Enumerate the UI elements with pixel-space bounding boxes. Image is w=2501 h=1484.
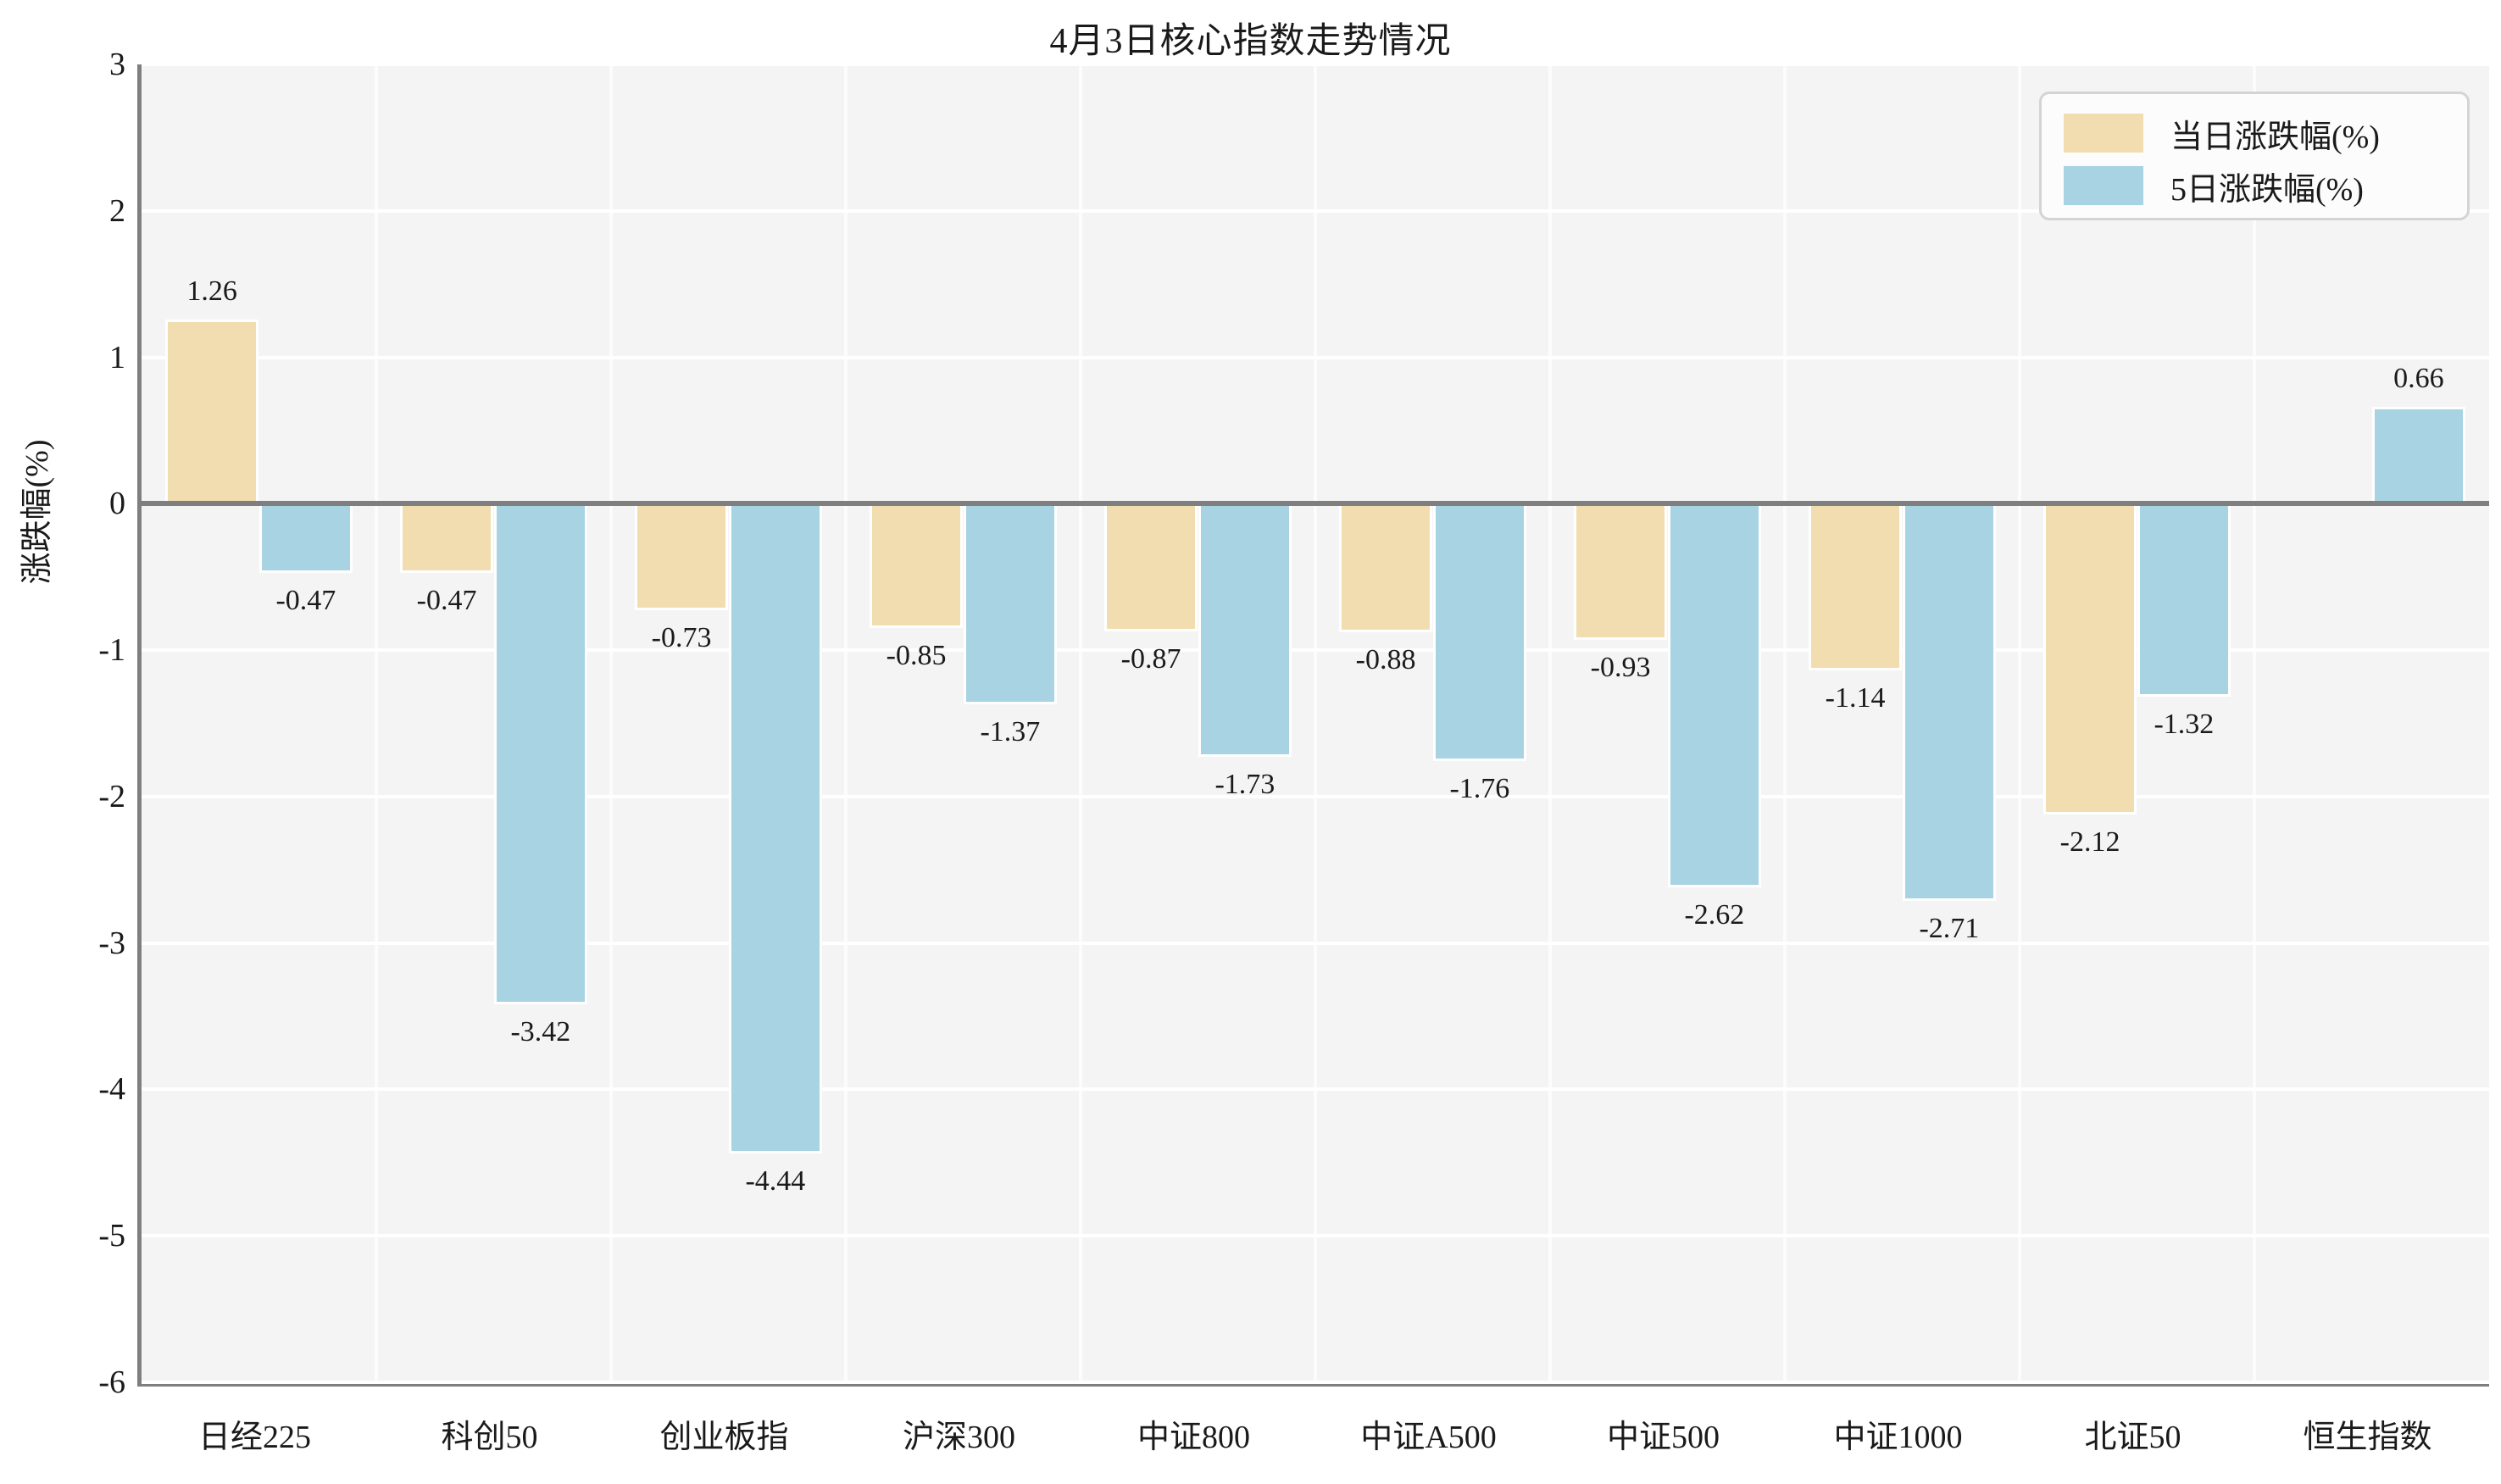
legend-swatch-daily <box>2064 114 2143 153</box>
gridline-horizontal <box>142 1381 2489 1384</box>
bar-value-label: -1.73 <box>1214 769 1276 801</box>
x-axis-tick-label: 恒生指数 <box>2303 1420 2432 1455</box>
bar-five <box>2137 503 2231 698</box>
bar-five <box>493 503 588 1005</box>
bar-value-label: -3.42 <box>510 1016 571 1048</box>
bar-value-label: -1.76 <box>1449 773 1510 805</box>
bar-value-label: 0.66 <box>2393 363 2444 395</box>
y-axis-tick-label: -5 <box>98 1218 125 1254</box>
bar-value-label: -2.62 <box>1684 899 1745 931</box>
gridline-vertical <box>844 64 848 1382</box>
bar-value-label: 1.26 <box>186 275 237 307</box>
gridline-vertical <box>1783 64 1787 1382</box>
gridline-vertical <box>2253 64 2256 1382</box>
bar-value-label: -0.47 <box>275 584 336 616</box>
bar-daily <box>634 503 729 611</box>
bar-value-label: -2.12 <box>2059 825 2120 858</box>
gridline-vertical <box>1314 64 1317 1382</box>
gridline-vertical <box>609 64 613 1382</box>
bar-daily <box>1573 503 1668 640</box>
bar-daily <box>164 319 259 504</box>
x-axis-tick-label: 中证1000 <box>1833 1420 1963 1455</box>
x-axis-tick-label: 中证800 <box>1137 1420 1251 1455</box>
y-axis-tick-label: -2 <box>98 778 125 814</box>
bar-value-label: -0.47 <box>416 584 477 616</box>
x-axis-tick-label: 创业板指 <box>659 1420 789 1455</box>
bar-value-label: -1.14 <box>1825 682 1886 714</box>
legend-swatch-five <box>2064 166 2143 205</box>
legend-item[interactable]: 当日涨跌幅(%) <box>2064 113 2380 155</box>
y-axis-tick-label: 2 <box>109 192 125 229</box>
plot-inner: 1.26 -0.47 -0.73 -0.85 -0.87 -0.88 -0.93 -1.14 -… <box>142 63 2489 1384</box>
bar-five <box>1432 503 1527 762</box>
bar-value-label: -1.32 <box>2154 709 2215 741</box>
x-axis-tick-label: 中证A500 <box>1360 1420 1497 1455</box>
bar-value-label: -0.73 <box>651 622 712 654</box>
bar-five <box>963 503 1058 705</box>
legend-item[interactable]: 5日涨跌幅(%) <box>2064 165 2364 208</box>
gridline-vertical <box>1548 64 1552 1382</box>
x-axis-tick-label: 中证500 <box>1606 1420 1720 1455</box>
bar-daily <box>2042 503 2137 814</box>
gridline-vertical <box>1079 64 1082 1382</box>
bar-value-label: -0.85 <box>886 640 947 672</box>
chart-title: 4月3日核心指数走势情况 <box>1049 22 1452 61</box>
y-axis-tick-label: -6 <box>98 1365 125 1400</box>
x-axis-tick-label: 北证50 <box>2084 1420 2181 1455</box>
bar-five <box>1667 503 1762 887</box>
bar-five <box>1198 503 1292 758</box>
bar-daily <box>1103 503 1198 631</box>
x-axis-tick-label: 沪深300 <box>902 1420 1016 1455</box>
y-axis-tick-label: 3 <box>109 47 125 82</box>
zero-baseline <box>142 501 2489 507</box>
bar-daily <box>399 503 494 573</box>
bar-five <box>2371 407 2466 504</box>
y-axis-tick-label: -1 <box>98 632 125 669</box>
bar-value-label: -0.93 <box>1590 652 1651 684</box>
legend-label: 5日涨跌幅(%) <box>2170 171 2364 208</box>
bar-daily <box>1338 503 1433 633</box>
bar-daily <box>869 503 964 629</box>
plot-area: 1.26 -0.47 -0.73 -0.85 -0.87 -0.88 -0.93 -1.14 -… <box>137 63 2489 1387</box>
gridline-vertical <box>2018 64 2021 1382</box>
y-axis-tick-label: 0 <box>109 486 125 522</box>
bar-value-label: -0.87 <box>1120 642 1181 675</box>
bar-five <box>728 503 823 1154</box>
y-axis-tick-label: 1 <box>109 339 125 375</box>
bar-daily <box>1808 503 1903 671</box>
x-axis-tick-label: 日经225 <box>197 1420 312 1455</box>
bar-value-label: -1.37 <box>980 716 1041 748</box>
gridline-vertical <box>375 64 378 1382</box>
bar-value-label: -0.88 <box>1355 644 1416 676</box>
bar-five <box>1902 503 1997 901</box>
y-axis-tick-label: -4 <box>98 1071 125 1108</box>
bar-value-label: -2.71 <box>1919 912 1980 944</box>
bar-five <box>258 503 353 573</box>
chart-legend: 当日涨跌幅(%) 5日涨跌幅(%) <box>2039 92 2470 220</box>
legend-label: 当日涨跌幅(%) <box>2170 119 2380 155</box>
y-axis-tick-label: -3 <box>98 925 125 961</box>
x-axis-tick-label: 科创50 <box>441 1420 538 1455</box>
bar-value-label: -4.44 <box>745 1165 806 1198</box>
